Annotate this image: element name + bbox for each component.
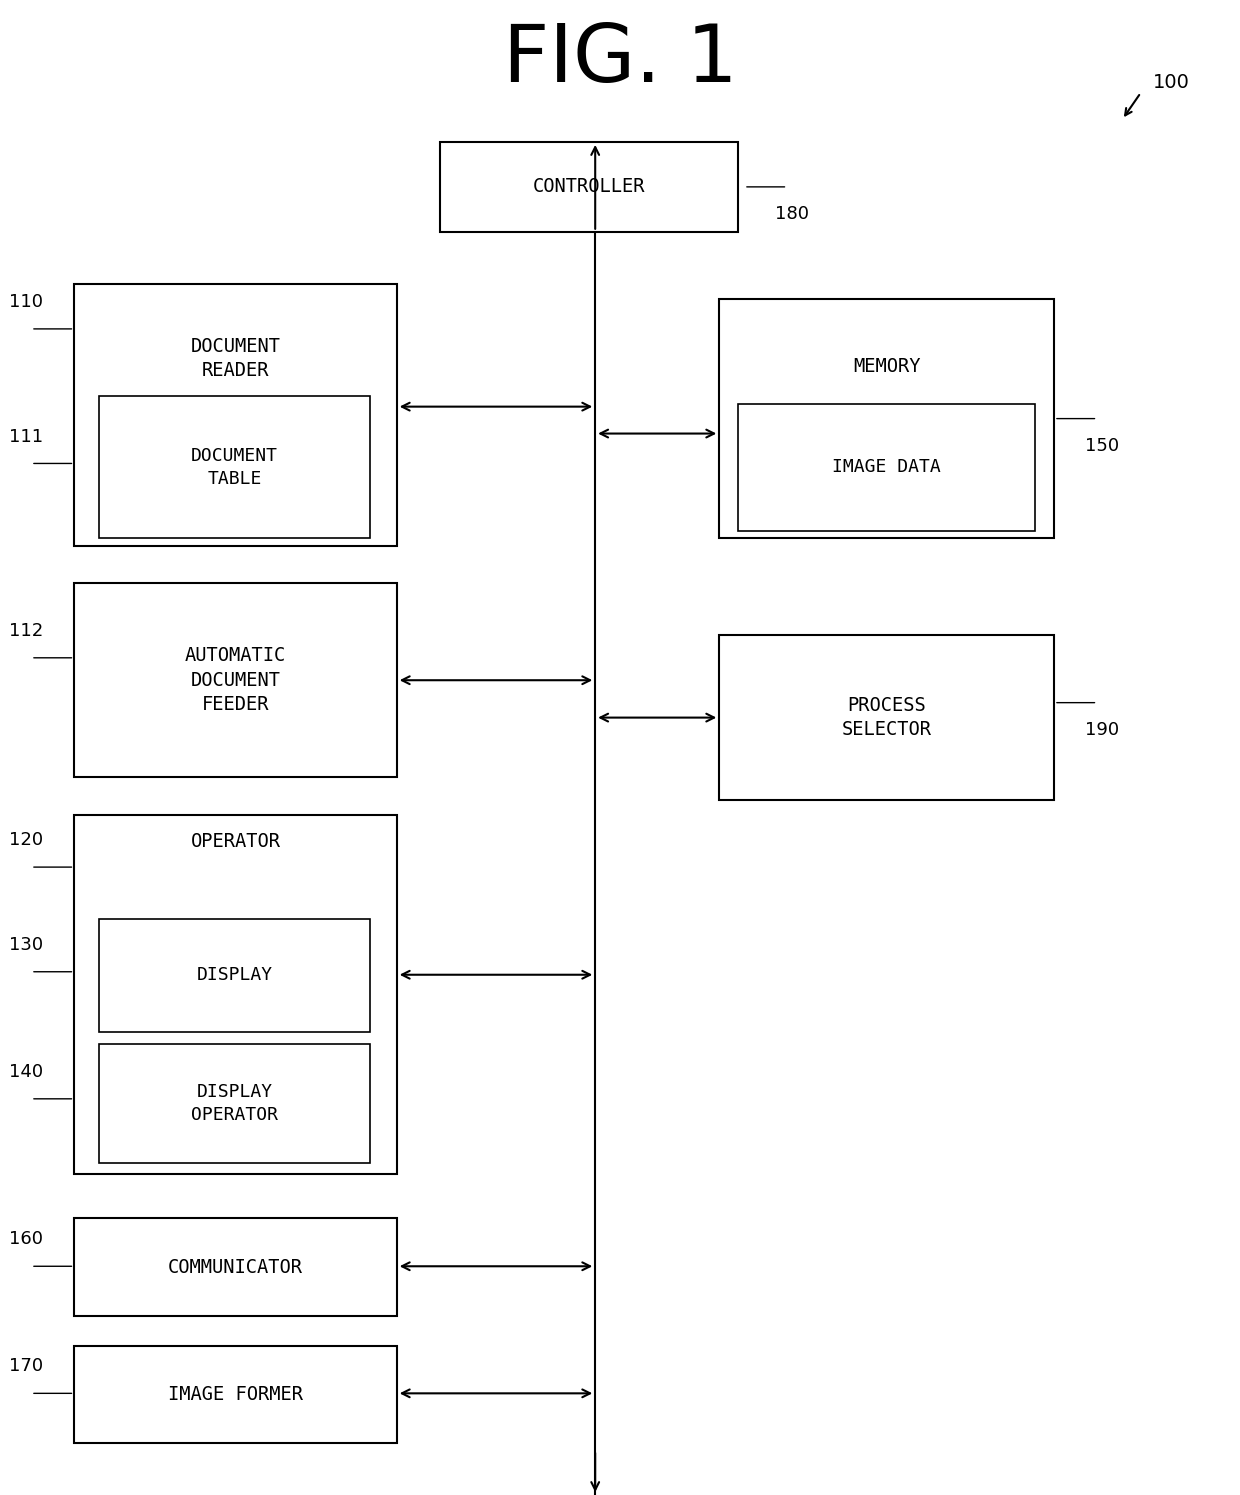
Text: 150: 150 <box>1085 437 1120 454</box>
Text: CONTROLLER: CONTROLLER <box>533 178 645 196</box>
Bar <box>74 284 397 546</box>
Text: 130: 130 <box>9 936 43 954</box>
Text: OPERATOR: OPERATOR <box>191 833 280 851</box>
Text: DISPLAY
OPERATOR: DISPLAY OPERATOR <box>191 1082 278 1124</box>
Text: 140: 140 <box>9 1063 43 1081</box>
Text: 100: 100 <box>1153 73 1190 91</box>
Text: DOCUMENT
TABLE: DOCUMENT TABLE <box>191 447 278 487</box>
Text: 112: 112 <box>9 622 43 640</box>
Bar <box>99 1044 370 1163</box>
Bar <box>440 142 738 232</box>
Text: 180: 180 <box>775 205 808 223</box>
Bar <box>719 299 1054 538</box>
Text: FIG. 1: FIG. 1 <box>502 21 738 99</box>
Text: IMAGE DATA: IMAGE DATA <box>832 457 941 477</box>
Text: 160: 160 <box>10 1230 43 1248</box>
Bar <box>74 583 397 777</box>
Bar <box>99 396 370 538</box>
Text: 170: 170 <box>9 1357 43 1375</box>
Text: DOCUMENT
READER: DOCUMENT READER <box>191 338 280 380</box>
Bar <box>738 404 1035 531</box>
Text: AUTOMATIC
DOCUMENT
FEEDER: AUTOMATIC DOCUMENT FEEDER <box>185 646 286 715</box>
Text: 110: 110 <box>10 293 43 311</box>
Bar <box>74 815 397 1174</box>
Text: 120: 120 <box>9 831 43 849</box>
Bar <box>74 1218 397 1316</box>
Text: MEMORY: MEMORY <box>853 357 920 375</box>
Bar <box>719 635 1054 800</box>
Text: PROCESS
SELECTOR: PROCESS SELECTOR <box>842 697 931 739</box>
Bar <box>74 1346 397 1443</box>
Bar <box>99 919 370 1032</box>
Text: DISPLAY: DISPLAY <box>196 966 273 985</box>
Text: 111: 111 <box>9 428 43 446</box>
Text: IMAGE FORMER: IMAGE FORMER <box>169 1384 303 1404</box>
Text: 190: 190 <box>1085 721 1120 739</box>
Text: COMMUNICATOR: COMMUNICATOR <box>169 1257 303 1277</box>
